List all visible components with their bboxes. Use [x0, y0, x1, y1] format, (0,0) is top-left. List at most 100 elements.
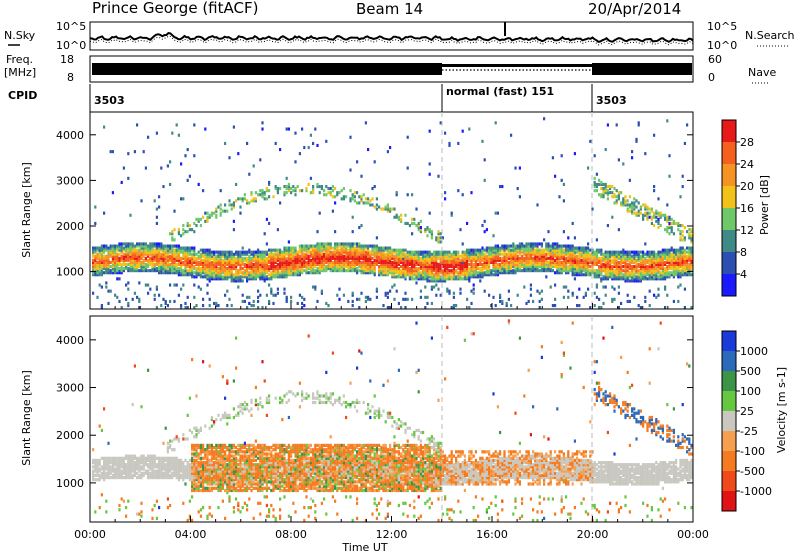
power-cell [430, 258, 433, 262]
power-cell [215, 267, 218, 271]
power-cell [314, 246, 317, 250]
noise-left-tick-bottom: 10^0 [56, 39, 86, 52]
power-cell [298, 269, 301, 273]
power-cell [349, 189, 352, 193]
colorbar-tick-label: 4 [740, 268, 747, 281]
power-cell [538, 260, 541, 264]
power-cell [177, 252, 180, 256]
power-cell [549, 258, 552, 262]
power-cell [393, 297, 396, 301]
power-cell [516, 262, 519, 266]
power-cell [375, 197, 378, 201]
power-cell [578, 271, 581, 275]
power-cell [558, 256, 561, 260]
power-cell [188, 258, 191, 262]
power-cell [485, 260, 488, 264]
velocity-cell [158, 473, 161, 477]
power-cell [510, 258, 513, 262]
power-cell [285, 176, 288, 180]
power-cell [347, 299, 350, 303]
power-cell [243, 273, 246, 277]
power-cell [208, 215, 211, 219]
power-cell [397, 275, 400, 279]
power-cell [527, 250, 530, 254]
power-cell [510, 252, 513, 256]
power-cell [125, 242, 128, 246]
power-cell [472, 291, 475, 295]
power-cell [292, 269, 295, 273]
power-cell [358, 260, 361, 264]
power-cell [450, 211, 453, 215]
power-cell [666, 248, 669, 252]
velocity-cell [94, 458, 97, 462]
power-cell [340, 254, 343, 258]
power-cell [622, 258, 625, 262]
power-cell [532, 299, 535, 303]
power-cell [232, 125, 235, 129]
power-cell [633, 254, 636, 258]
power-cell [543, 117, 546, 121]
power-cell [499, 271, 502, 275]
power-cell [305, 265, 308, 269]
power-cell [347, 242, 350, 246]
power-cell [529, 262, 532, 266]
power-cell [312, 265, 315, 269]
power-cell [263, 191, 266, 195]
power-cell [347, 265, 350, 269]
power-cell [404, 291, 407, 295]
power-cell [336, 250, 339, 254]
velocity-cell [155, 499, 158, 503]
power-cell [600, 273, 603, 277]
power-cell [620, 262, 623, 266]
power-cell [184, 246, 187, 250]
power-cell [107, 265, 110, 269]
velocity-cell [114, 461, 117, 465]
power-cell [637, 211, 640, 215]
velocity-cell [114, 458, 117, 462]
power-cell [404, 221, 407, 225]
power-cell [633, 203, 636, 207]
power-cell [598, 267, 601, 271]
power-cell [169, 160, 172, 164]
power-cell [516, 254, 519, 258]
power-cell [661, 265, 664, 269]
power-cell [527, 269, 530, 273]
power-cell [197, 219, 200, 223]
power-cell [609, 262, 612, 266]
power-cell [503, 246, 506, 250]
power-cell [567, 256, 570, 260]
power-cell [347, 250, 350, 254]
power-cell [472, 275, 475, 279]
power-cell [384, 262, 387, 266]
power-cell [578, 250, 581, 254]
power-cell [206, 219, 209, 223]
power-cell [391, 271, 394, 275]
power-cell [545, 269, 548, 273]
power-cell [602, 275, 605, 279]
power-y-axis-label: Slant Range [km] [20, 162, 33, 258]
power-cell [496, 246, 499, 250]
power-cell [670, 248, 673, 252]
power-cell [653, 256, 656, 260]
power-cell [452, 252, 455, 256]
power-cell [483, 260, 486, 264]
power-cell [105, 246, 108, 250]
power-cell [587, 252, 590, 256]
power-cell [131, 297, 134, 301]
power-cell [380, 254, 383, 258]
power-cell [452, 304, 455, 308]
power-cell [688, 250, 691, 254]
power-cell [494, 273, 497, 277]
power-cell [265, 258, 268, 262]
velocity-cell [129, 463, 132, 467]
power-cell [155, 221, 158, 225]
power-cell [382, 250, 385, 254]
power-cell [666, 265, 669, 269]
power-cell [305, 260, 308, 264]
power-cell [455, 304, 458, 308]
power-cell [540, 256, 543, 260]
power-cell [677, 269, 680, 273]
power-cell [626, 299, 629, 303]
power-cell [532, 258, 535, 262]
power-cell [672, 219, 675, 223]
